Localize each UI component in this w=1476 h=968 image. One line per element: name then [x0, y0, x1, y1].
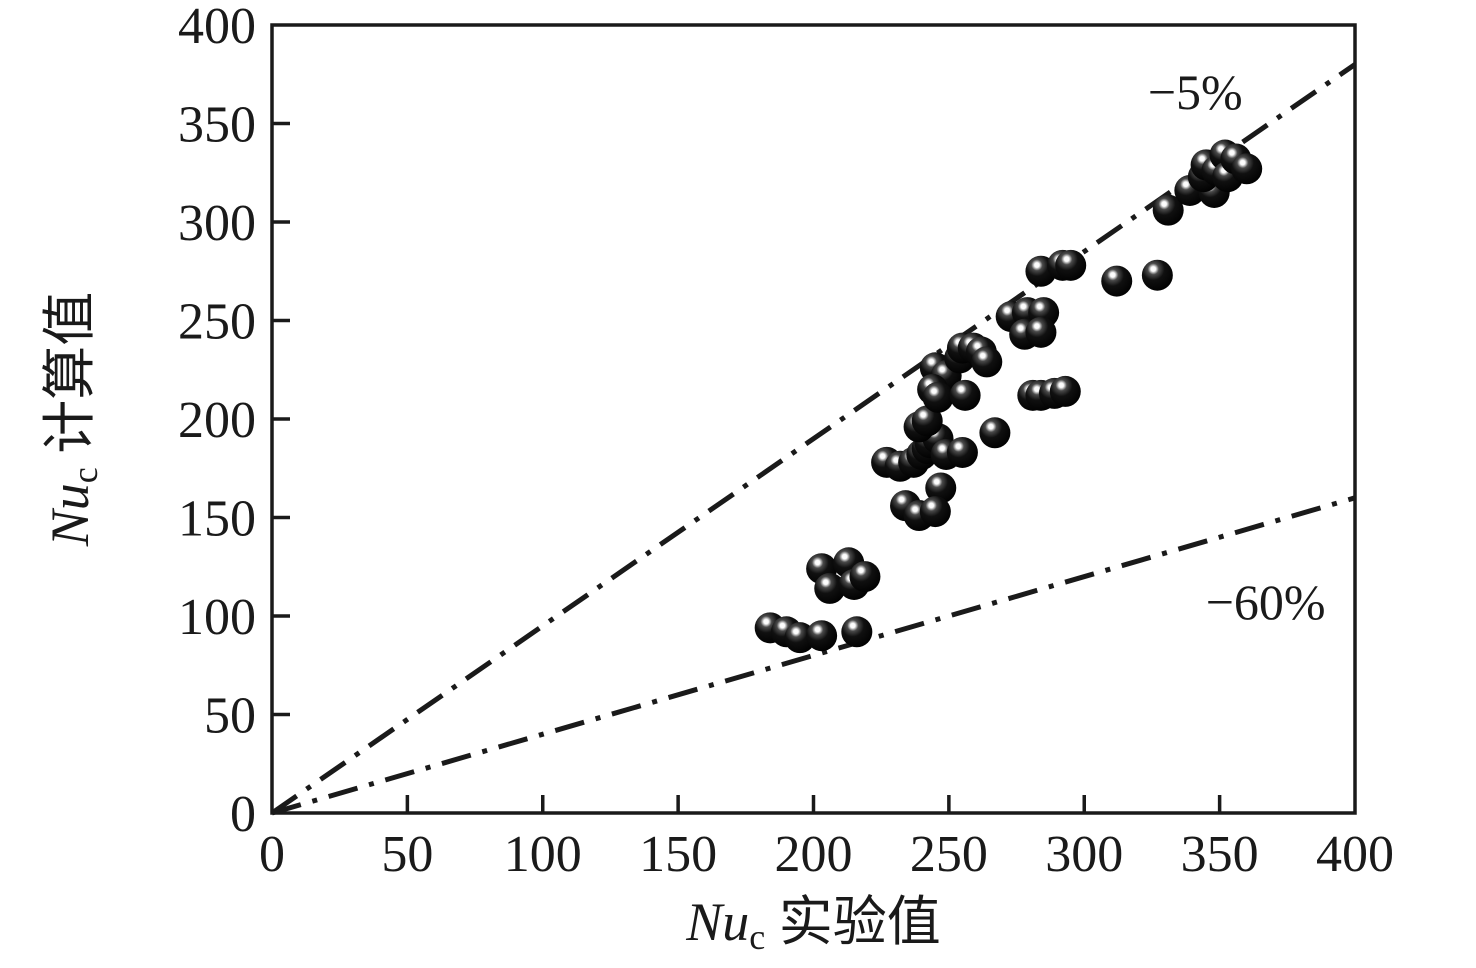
x-tick-label: 300	[1045, 826, 1123, 883]
data-point	[1231, 153, 1263, 185]
x-tick-label: 50	[381, 826, 433, 883]
data-point	[814, 572, 846, 604]
reference-line-minus5	[270, 62, 1357, 816]
labels-layer: 0 50 100 150 200 250 300 350 400 0 50 100 150 200 250 3…	[40, 0, 1394, 957]
data-point	[806, 620, 838, 652]
x-tick-label: 350	[1181, 826, 1259, 883]
data-point	[841, 616, 873, 648]
data-point	[922, 381, 954, 413]
data-point	[949, 379, 981, 411]
x-axis-label: Nuc 实验值	[685, 892, 941, 957]
y-tick-label: 50	[204, 688, 256, 745]
data-point	[849, 561, 881, 593]
data-point	[1141, 259, 1173, 291]
x-tick-label: 0	[259, 826, 285, 883]
x-tick-label: 200	[775, 826, 853, 883]
scatter-points-layer	[754, 139, 1263, 654]
y-tick-label: 300	[178, 195, 256, 252]
data-point	[1055, 249, 1087, 281]
y-tick-label: 0	[230, 786, 256, 843]
data-point	[1025, 316, 1057, 348]
data-point	[925, 472, 957, 504]
data-point	[1152, 194, 1184, 226]
annotation-minus60: −60%	[1206, 574, 1326, 630]
data-point	[971, 346, 1003, 378]
plot-frame	[270, 23, 1357, 815]
y-tick-label: 150	[178, 491, 256, 548]
reference-lines-layer	[270, 62, 1357, 816]
data-point	[911, 405, 943, 437]
y-tick-label: 200	[178, 392, 256, 449]
axes-layer	[270, 23, 1357, 815]
data-point	[979, 417, 1011, 449]
annotation-minus5: −5%	[1148, 64, 1243, 120]
reference-line-minus60	[271, 495, 1356, 816]
x-tick-label: 150	[639, 826, 717, 883]
data-point	[919, 496, 951, 528]
data-point	[1049, 375, 1081, 407]
data-point	[946, 436, 978, 468]
y-tick-label: 250	[178, 294, 256, 351]
y-tick-label: 350	[178, 97, 256, 154]
y-tick-label: 400	[178, 0, 256, 55]
x-tick-label: 100	[504, 826, 582, 883]
y-axis-label: Nuc 计算值	[40, 292, 105, 548]
data-point	[1101, 265, 1133, 297]
x-tick-label: 250	[910, 826, 988, 883]
x-tick-label: 400	[1316, 826, 1394, 883]
y-tick-label: 100	[178, 589, 256, 646]
